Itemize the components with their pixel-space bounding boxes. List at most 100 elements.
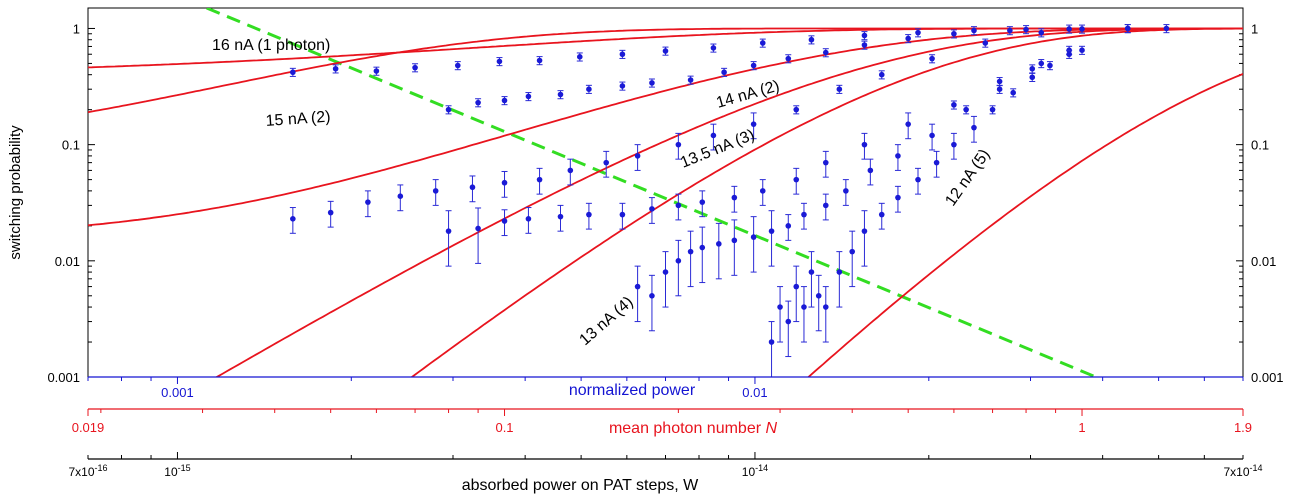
data-point <box>687 248 694 255</box>
data-point <box>750 121 757 127</box>
data-point <box>1029 74 1036 81</box>
data-point <box>710 45 717 51</box>
fit-label: 13.5 nA (3) <box>678 127 757 172</box>
photon-axis-tick-label: 1.9 <box>1234 420 1252 435</box>
data-point <box>971 27 977 34</box>
y-tick-label-left: 0.001 <box>47 370 80 385</box>
data-point <box>933 159 940 166</box>
power-axis-tick-label: 10-15 <box>164 463 190 479</box>
data-point <box>501 218 508 224</box>
data-point <box>1038 60 1045 67</box>
data-point <box>687 77 694 83</box>
data-point <box>1163 25 1170 32</box>
data-point <box>731 194 738 201</box>
data-point <box>793 176 800 183</box>
data-point <box>895 194 901 201</box>
normalized-axis-tick-label: 0.01 <box>742 385 767 400</box>
data-point <box>759 40 766 46</box>
data-point <box>634 153 641 159</box>
data-point <box>525 93 532 100</box>
y-tick-label-right: 1 <box>1251 21 1258 36</box>
data-point <box>1047 62 1053 69</box>
data-point <box>649 206 655 212</box>
power-axis-tick-label: 10-14 <box>742 463 768 479</box>
fit-label: 16 nA (1 photon) <box>212 37 330 54</box>
data-point <box>822 304 829 310</box>
data-point <box>878 71 885 78</box>
data-point <box>525 215 532 222</box>
data-point <box>365 199 371 205</box>
data-point <box>496 58 503 65</box>
data-point <box>929 132 935 139</box>
data-point <box>586 86 592 93</box>
data-point <box>808 36 815 43</box>
data-point <box>836 269 843 275</box>
data-point <box>777 304 783 310</box>
data-point <box>290 69 296 76</box>
data-point <box>1023 26 1029 33</box>
data-point <box>867 167 874 174</box>
fit-curve <box>807 73 1243 377</box>
data-point <box>951 102 957 108</box>
data-point <box>397 193 404 199</box>
power-axis-tick-label: 7x10-14 <box>1223 463 1262 479</box>
fit-label: 13 nA (4) <box>576 294 636 349</box>
data-point <box>1079 47 1085 53</box>
data-point <box>996 86 1003 93</box>
data-point <box>576 54 583 60</box>
y-tick-label-right: 0.001 <box>1251 370 1284 385</box>
data-point <box>878 211 885 218</box>
data-point <box>536 176 543 183</box>
data-point <box>759 188 766 194</box>
y-tick-label-left: 0.01 <box>55 254 80 269</box>
data-point <box>662 269 669 275</box>
data-point <box>619 51 626 58</box>
data-point <box>1066 51 1072 58</box>
data-point <box>675 258 682 264</box>
data-point <box>710 132 717 139</box>
data-point <box>501 179 508 186</box>
y-tick-label-left: 1 <box>73 21 80 36</box>
data-point <box>929 55 935 62</box>
data-point <box>750 62 757 69</box>
data-point <box>649 80 655 86</box>
data-point <box>808 269 815 275</box>
data-point <box>634 283 641 290</box>
y-tick-label-right: 0.01 <box>1251 254 1276 269</box>
data-point <box>699 244 706 251</box>
data-point <box>586 211 592 218</box>
data-point <box>905 35 911 42</box>
data-point <box>915 29 921 36</box>
data-point <box>475 225 481 232</box>
data-point <box>843 188 849 194</box>
data-point <box>822 202 829 209</box>
data-point <box>822 49 829 56</box>
data-point <box>567 167 574 174</box>
data-point <box>603 159 610 166</box>
data-point <box>861 228 868 234</box>
data-point <box>982 40 989 46</box>
photon-axis-label: mean photon number N <box>609 420 778 437</box>
data-point <box>675 141 682 148</box>
data-point <box>793 283 800 290</box>
data-point <box>501 97 508 104</box>
data-point <box>716 241 722 247</box>
data-point <box>373 68 380 74</box>
photon-axis-tick-label: 1 <box>1078 420 1085 435</box>
photon-axis-tick-label: 0.1 <box>495 420 513 435</box>
data-point <box>895 153 901 159</box>
data-point <box>1038 29 1045 36</box>
data-point <box>989 106 996 113</box>
data-point <box>1007 27 1013 34</box>
data-point <box>836 86 843 93</box>
data-point <box>785 223 792 229</box>
y-tick-label-left: 0.1 <box>62 138 80 153</box>
photon-axis-tick-label: 0.019 <box>72 420 105 435</box>
data-point <box>445 106 452 113</box>
data-point <box>721 69 727 76</box>
data-point <box>861 141 868 148</box>
data-point <box>1124 25 1131 32</box>
fit-label: 15 nA (2) <box>265 109 331 130</box>
data-point <box>557 91 564 98</box>
